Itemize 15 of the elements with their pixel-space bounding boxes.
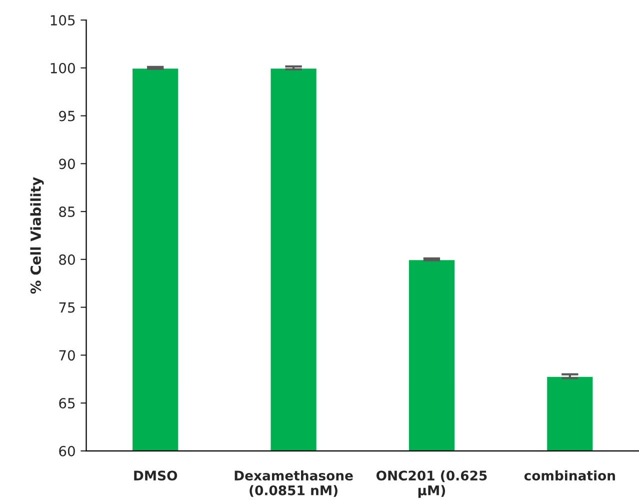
x-tick-label: combination	[524, 470, 615, 481]
y-tick-label: 85	[59, 206, 75, 218]
y-tick-label: 60	[59, 446, 75, 456]
y-tick-label: 75	[59, 302, 75, 313]
y-tick-label: 70	[59, 350, 75, 361]
y-tick-label: 65	[59, 398, 75, 408]
x-tick-label: ONC201 (0.625 µM)	[376, 470, 487, 498]
y-axis-title: % Cell Viability	[30, 177, 44, 294]
y-tick-label: 95	[59, 110, 75, 122]
x-tick-label: DMSO	[134, 470, 178, 481]
y-tick-label: 100	[50, 62, 75, 74]
y-tick-label: 90	[59, 158, 75, 170]
x-tick-label: Dexamethasone (0.0851 nM)	[234, 470, 353, 497]
y-tick-label: 80	[59, 254, 75, 265]
y-tick-label: 105	[50, 15, 75, 26]
